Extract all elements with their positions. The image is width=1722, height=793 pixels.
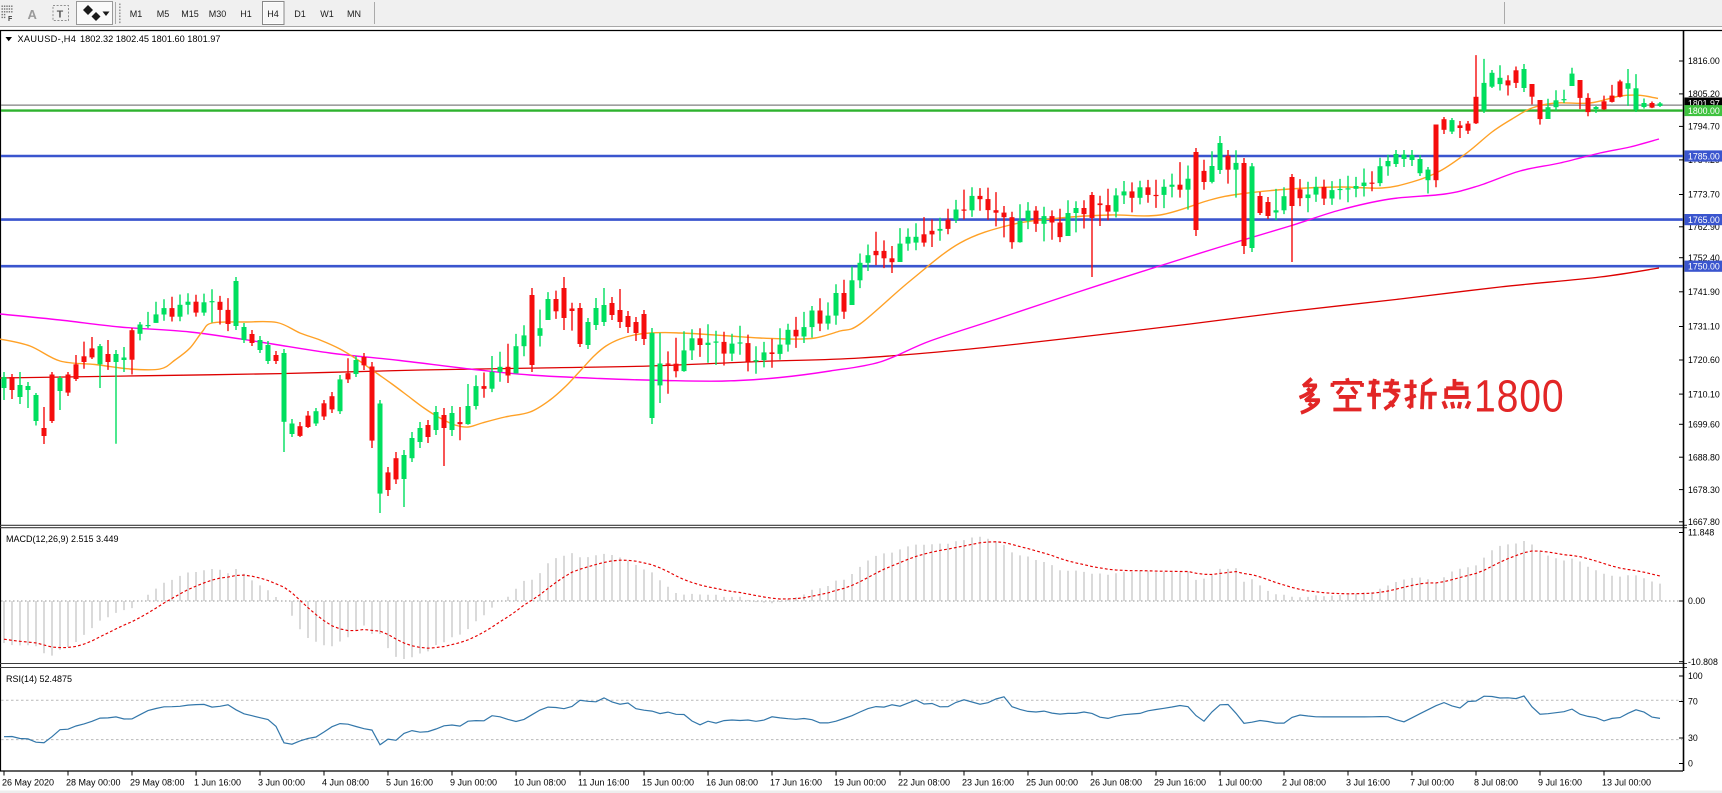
- svg-text:1 Jul 00:00: 1 Jul 00:00: [1218, 778, 1262, 788]
- svg-text:7 Jul 00:00: 7 Jul 00:00: [1410, 778, 1454, 788]
- svg-text:MN: MN: [347, 9, 361, 19]
- svg-text:1667.80: 1667.80: [1688, 517, 1720, 527]
- svg-text:H1: H1: [240, 9, 252, 19]
- svg-text:5 Jun 16:00: 5 Jun 16:00: [386, 778, 433, 788]
- svg-text:1762.90: 1762.90: [1688, 222, 1720, 232]
- svg-text:17 Jun 16:00: 17 Jun 16:00: [770, 778, 822, 788]
- svg-text:1765.00: 1765.00: [1688, 215, 1720, 225]
- svg-text:1678.30: 1678.30: [1688, 485, 1720, 495]
- svg-text:9 Jun 00:00: 9 Jun 00:00: [450, 778, 497, 788]
- svg-text:26 May 2020: 26 May 2020: [2, 778, 54, 788]
- svg-text:100: 100: [1688, 671, 1703, 681]
- svg-text:RSI(14) 52.4875: RSI(14) 52.4875: [6, 674, 72, 684]
- svg-text:M5: M5: [157, 9, 170, 19]
- svg-text:-10.808: -10.808: [1688, 657, 1718, 667]
- svg-text:A: A: [28, 7, 38, 22]
- svg-text:1805.20: 1805.20: [1688, 89, 1720, 99]
- svg-text:3 Jun 00:00: 3 Jun 00:00: [258, 778, 305, 788]
- svg-text:11 Jun 16:00: 11 Jun 16:00: [578, 778, 629, 788]
- svg-text:4 Jun 08:00: 4 Jun 08:00: [322, 778, 369, 788]
- svg-text:1773.70: 1773.70: [1688, 190, 1720, 200]
- svg-text:1731.10: 1731.10: [1688, 322, 1720, 332]
- svg-text:0.00: 0.00: [1688, 596, 1705, 606]
- svg-text:F: F: [8, 16, 13, 23]
- svg-text:13 Jul 00:00: 13 Jul 00:00: [1602, 778, 1651, 788]
- svg-text:11.848: 11.848: [1688, 528, 1714, 538]
- svg-text:1752.40: 1752.40: [1688, 253, 1720, 263]
- svg-text:29 Jun 16:00: 29 Jun 16:00: [1154, 778, 1206, 788]
- svg-text:30: 30: [1688, 733, 1698, 743]
- svg-text:1710.10: 1710.10: [1688, 389, 1720, 399]
- svg-text:3 Jul 16:00: 3 Jul 16:00: [1346, 778, 1390, 788]
- svg-text:T: T: [57, 9, 64, 21]
- svg-text:10 Jun 08:00: 10 Jun 08:00: [514, 778, 566, 788]
- svg-text:23 Jun 16:00: 23 Jun 16:00: [962, 778, 1014, 788]
- svg-text:16 Jun 08:00: 16 Jun 08:00: [706, 778, 758, 788]
- svg-text:1720.60: 1720.60: [1688, 355, 1720, 365]
- svg-text:H4: H4: [267, 9, 279, 19]
- svg-text:1794.70: 1794.70: [1688, 122, 1720, 132]
- svg-text:15 Jun 00:00: 15 Jun 00:00: [642, 778, 694, 788]
- svg-text:M30: M30: [209, 9, 227, 19]
- svg-text:D1: D1: [294, 9, 306, 19]
- svg-text:1741.90: 1741.90: [1688, 287, 1720, 297]
- svg-text:9 Jul 16:00: 9 Jul 16:00: [1538, 778, 1582, 788]
- svg-text:28 May 00:00: 28 May 00:00: [66, 778, 121, 788]
- svg-text:XAUUSD-,H4: XAUUSD-,H4: [18, 34, 77, 44]
- svg-text:M15: M15: [181, 9, 199, 19]
- svg-text:19 Jun 00:00: 19 Jun 00:00: [834, 778, 886, 788]
- svg-text:22 Jun 08:00: 22 Jun 08:00: [898, 778, 950, 788]
- svg-text:70: 70: [1688, 697, 1698, 707]
- svg-text:1802.32 1802.45 1801.60 1801.9: 1802.32 1802.45 1801.60 1801.97: [80, 34, 221, 44]
- svg-text:M1: M1: [130, 9, 143, 19]
- svg-text:1800: 1800: [1474, 371, 1565, 421]
- svg-text:W1: W1: [320, 9, 334, 19]
- svg-text:1699.60: 1699.60: [1688, 420, 1720, 430]
- svg-text:1800.00: 1800.00: [1688, 106, 1720, 116]
- svg-text:MACD(12,26,9) 2.515 3.449: MACD(12,26,9) 2.515 3.449: [6, 534, 119, 544]
- svg-text:1801.97: 1801.97: [1688, 98, 1720, 108]
- svg-text:1785.00: 1785.00: [1688, 151, 1720, 161]
- svg-text:1688.80: 1688.80: [1688, 452, 1720, 462]
- svg-text:0: 0: [1688, 759, 1693, 769]
- svg-text:8 Jul 08:00: 8 Jul 08:00: [1474, 778, 1518, 788]
- svg-text:26 Jun 08:00: 26 Jun 08:00: [1090, 778, 1142, 788]
- svg-text:25 Jun 00:00: 25 Jun 00:00: [1026, 778, 1078, 788]
- svg-text:1750.00: 1750.00: [1688, 262, 1720, 272]
- svg-text:2 Jul 08:00: 2 Jul 08:00: [1282, 778, 1326, 788]
- svg-text:1816.00: 1816.00: [1688, 56, 1720, 66]
- svg-text:1 Jun 16:00: 1 Jun 16:00: [194, 778, 241, 788]
- svg-text:29 May 08:00: 29 May 08:00: [130, 778, 185, 788]
